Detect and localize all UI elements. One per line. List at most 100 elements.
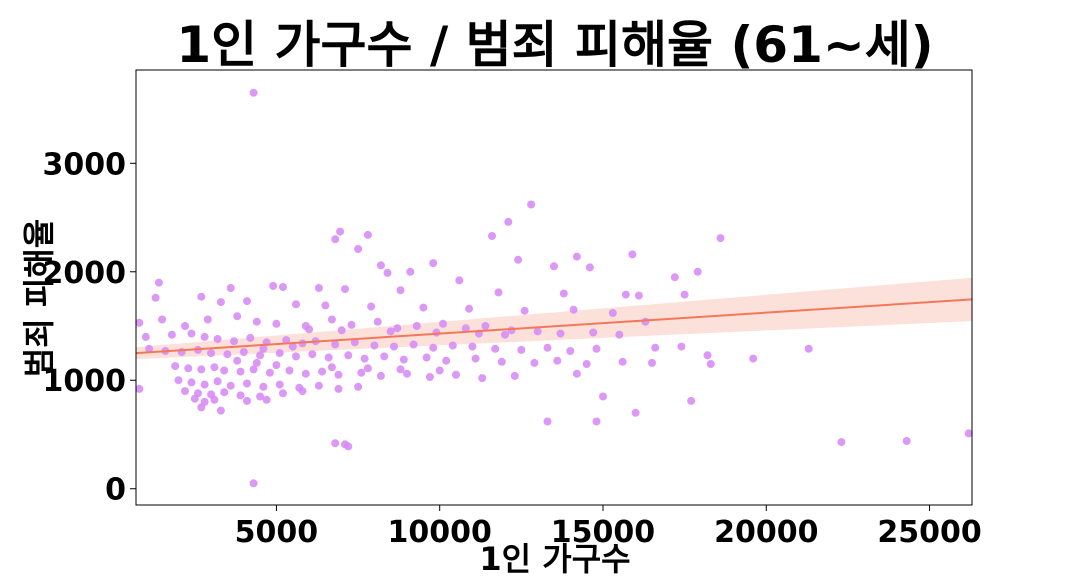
data-point xyxy=(197,292,206,301)
data-point xyxy=(167,330,176,339)
data-point xyxy=(259,382,268,391)
data-point xyxy=(285,366,294,375)
data-point xyxy=(585,263,594,272)
data-point xyxy=(429,343,438,352)
data-point xyxy=(419,303,428,312)
data-point xyxy=(135,318,144,327)
data-point xyxy=(331,340,340,349)
data-point xyxy=(252,317,261,326)
data-point xyxy=(301,369,310,378)
data-point xyxy=(543,417,552,426)
data-point xyxy=(550,262,558,271)
data-point xyxy=(494,288,503,297)
data-point xyxy=(321,301,330,310)
data-point xyxy=(239,348,248,356)
data-point xyxy=(543,343,552,352)
data-point xyxy=(213,335,222,343)
data-point xyxy=(432,328,441,337)
data-point xyxy=(902,437,911,445)
data-point xyxy=(367,302,376,311)
data-point xyxy=(442,356,451,365)
data-point xyxy=(514,255,523,264)
data-point xyxy=(331,235,340,244)
data-point xyxy=(592,344,601,353)
data-point xyxy=(497,357,506,366)
data-point xyxy=(197,365,206,374)
x-tick-label: 15000 xyxy=(551,515,655,550)
data-point xyxy=(422,353,431,362)
data-point xyxy=(370,341,379,350)
data-point xyxy=(265,368,274,377)
data-point xyxy=(233,356,242,365)
data-point xyxy=(478,374,487,383)
data-point xyxy=(677,342,686,351)
data-point xyxy=(275,380,284,389)
data-point xyxy=(181,387,189,396)
data-point xyxy=(589,328,598,337)
data-point xyxy=(566,347,575,355)
data-point xyxy=(409,340,418,349)
data-point xyxy=(226,284,235,292)
data-point xyxy=(363,230,372,239)
data-point xyxy=(396,365,405,374)
data-point xyxy=(465,304,474,313)
data-point xyxy=(243,396,251,405)
data-point xyxy=(406,267,415,276)
data-point xyxy=(243,379,251,388)
data-point xyxy=(354,382,363,391)
data-point xyxy=(429,259,438,268)
data-point xyxy=(533,327,542,336)
data-point xyxy=(504,217,513,226)
data-point xyxy=(471,354,480,363)
data-point xyxy=(530,358,539,367)
data-point xyxy=(158,315,167,324)
data-point xyxy=(706,360,715,368)
data-point xyxy=(615,330,624,339)
data-point xyxy=(439,319,447,328)
data-point xyxy=(520,306,529,315)
data-point xyxy=(203,315,212,324)
x-axis-label: 1인 가구수 xyxy=(479,540,630,576)
data-point xyxy=(510,371,519,380)
y-tick-label: 3000 xyxy=(43,147,127,182)
data-point xyxy=(380,352,389,361)
data-point xyxy=(327,363,336,372)
plot-frame xyxy=(135,69,973,506)
data-point xyxy=(282,336,291,345)
data-point xyxy=(314,381,323,390)
data-point xyxy=(582,360,591,368)
data-point xyxy=(135,384,144,393)
data-point xyxy=(501,330,509,339)
data-point xyxy=(455,276,464,285)
data-point xyxy=(171,362,180,371)
data-point xyxy=(703,351,712,360)
data-point xyxy=(236,391,245,400)
data-point xyxy=(207,349,216,358)
data-point xyxy=(344,442,353,451)
data-point xyxy=(517,345,526,354)
data-point xyxy=(435,366,444,375)
data-point xyxy=(210,363,219,372)
data-point xyxy=(687,396,696,405)
data-point xyxy=(141,332,150,341)
data-point xyxy=(634,291,643,300)
data-point xyxy=(154,278,163,287)
data-point xyxy=(216,298,225,307)
data-point xyxy=(651,343,660,352)
data-point xyxy=(572,369,581,378)
data-point xyxy=(631,408,640,417)
data-point xyxy=(314,284,323,292)
chart-title: 1인 가구수 / 범죄 피해율 (61~세) xyxy=(176,16,933,74)
data-point xyxy=(262,395,271,404)
data-point xyxy=(360,354,369,363)
data-point xyxy=(334,384,343,393)
data-point xyxy=(608,309,617,317)
data-point xyxy=(269,281,278,290)
data-point xyxy=(399,355,408,364)
data-point xyxy=(318,367,327,376)
data-point xyxy=(246,333,255,342)
data-point xyxy=(337,326,346,335)
data-point xyxy=(628,250,637,259)
data-point xyxy=(553,356,562,365)
data-point xyxy=(481,322,490,330)
